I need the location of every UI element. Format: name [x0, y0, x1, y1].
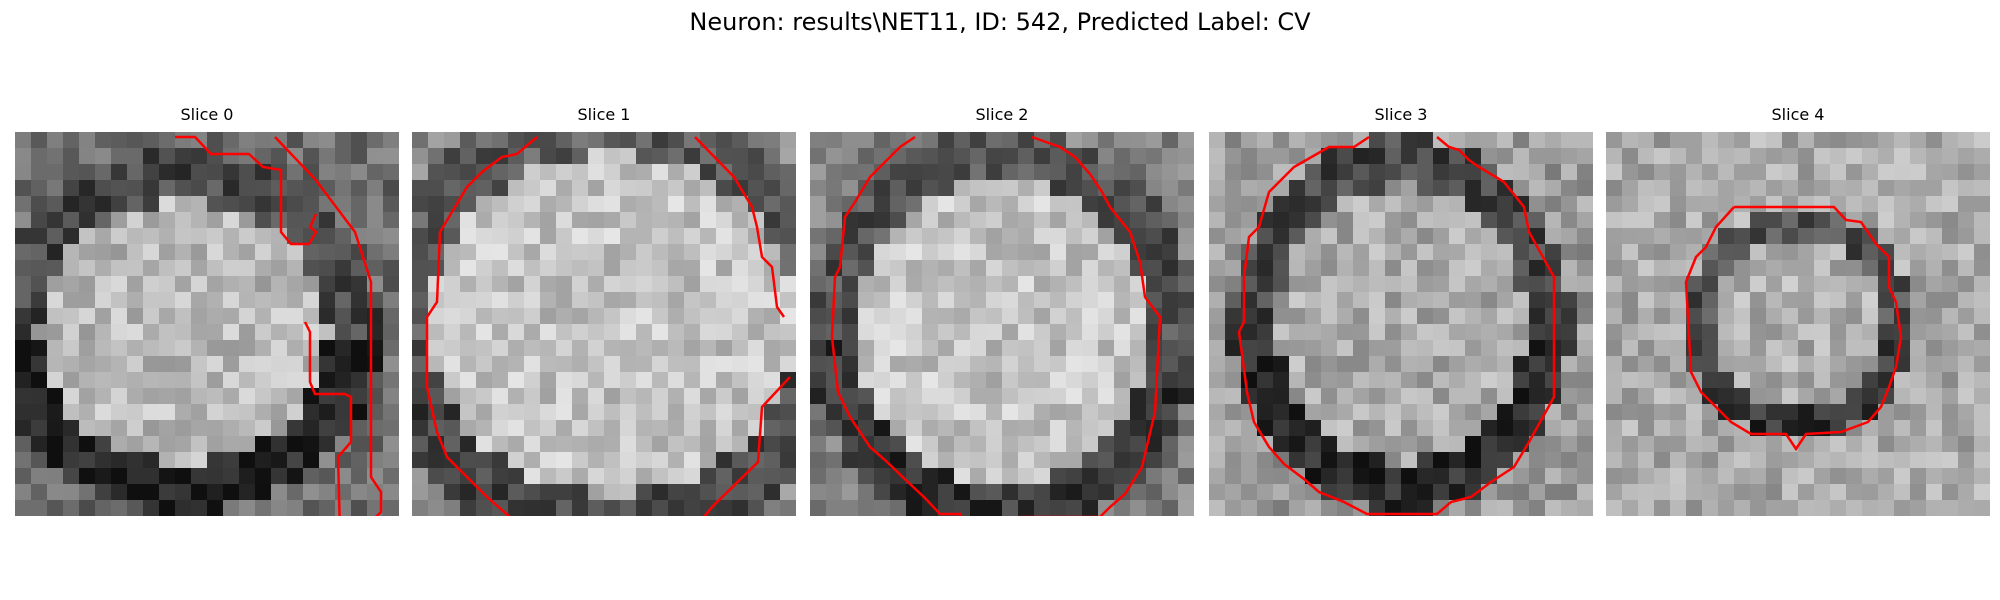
slice-title-2: Slice 2 [975, 105, 1029, 124]
slice-image-4 [1606, 132, 1990, 516]
slice-title-4: Slice 4 [1771, 105, 1825, 124]
slice-title-3: Slice 3 [1374, 105, 1428, 124]
figure-title: Neuron: results\NET11, ID: 542, Predicte… [689, 8, 1311, 36]
contour-line [830, 135, 962, 516]
contour-line [1684, 205, 1903, 452]
contour-line [1237, 135, 1556, 516]
contour-line [694, 136, 786, 318]
slice-image-1 [412, 132, 796, 516]
contour-line [175, 135, 318, 246]
slice-title-1: Slice 1 [577, 105, 631, 124]
slice-title-0: Slice 0 [180, 105, 234, 124]
slice-image-3 [1209, 132, 1593, 516]
slice-image-0 [15, 132, 399, 516]
slice-image-2 [810, 132, 1194, 516]
contour-line [1019, 135, 1162, 516]
contour-line [274, 136, 383, 516]
contour-line [425, 136, 538, 516]
contour-line [703, 376, 791, 516]
